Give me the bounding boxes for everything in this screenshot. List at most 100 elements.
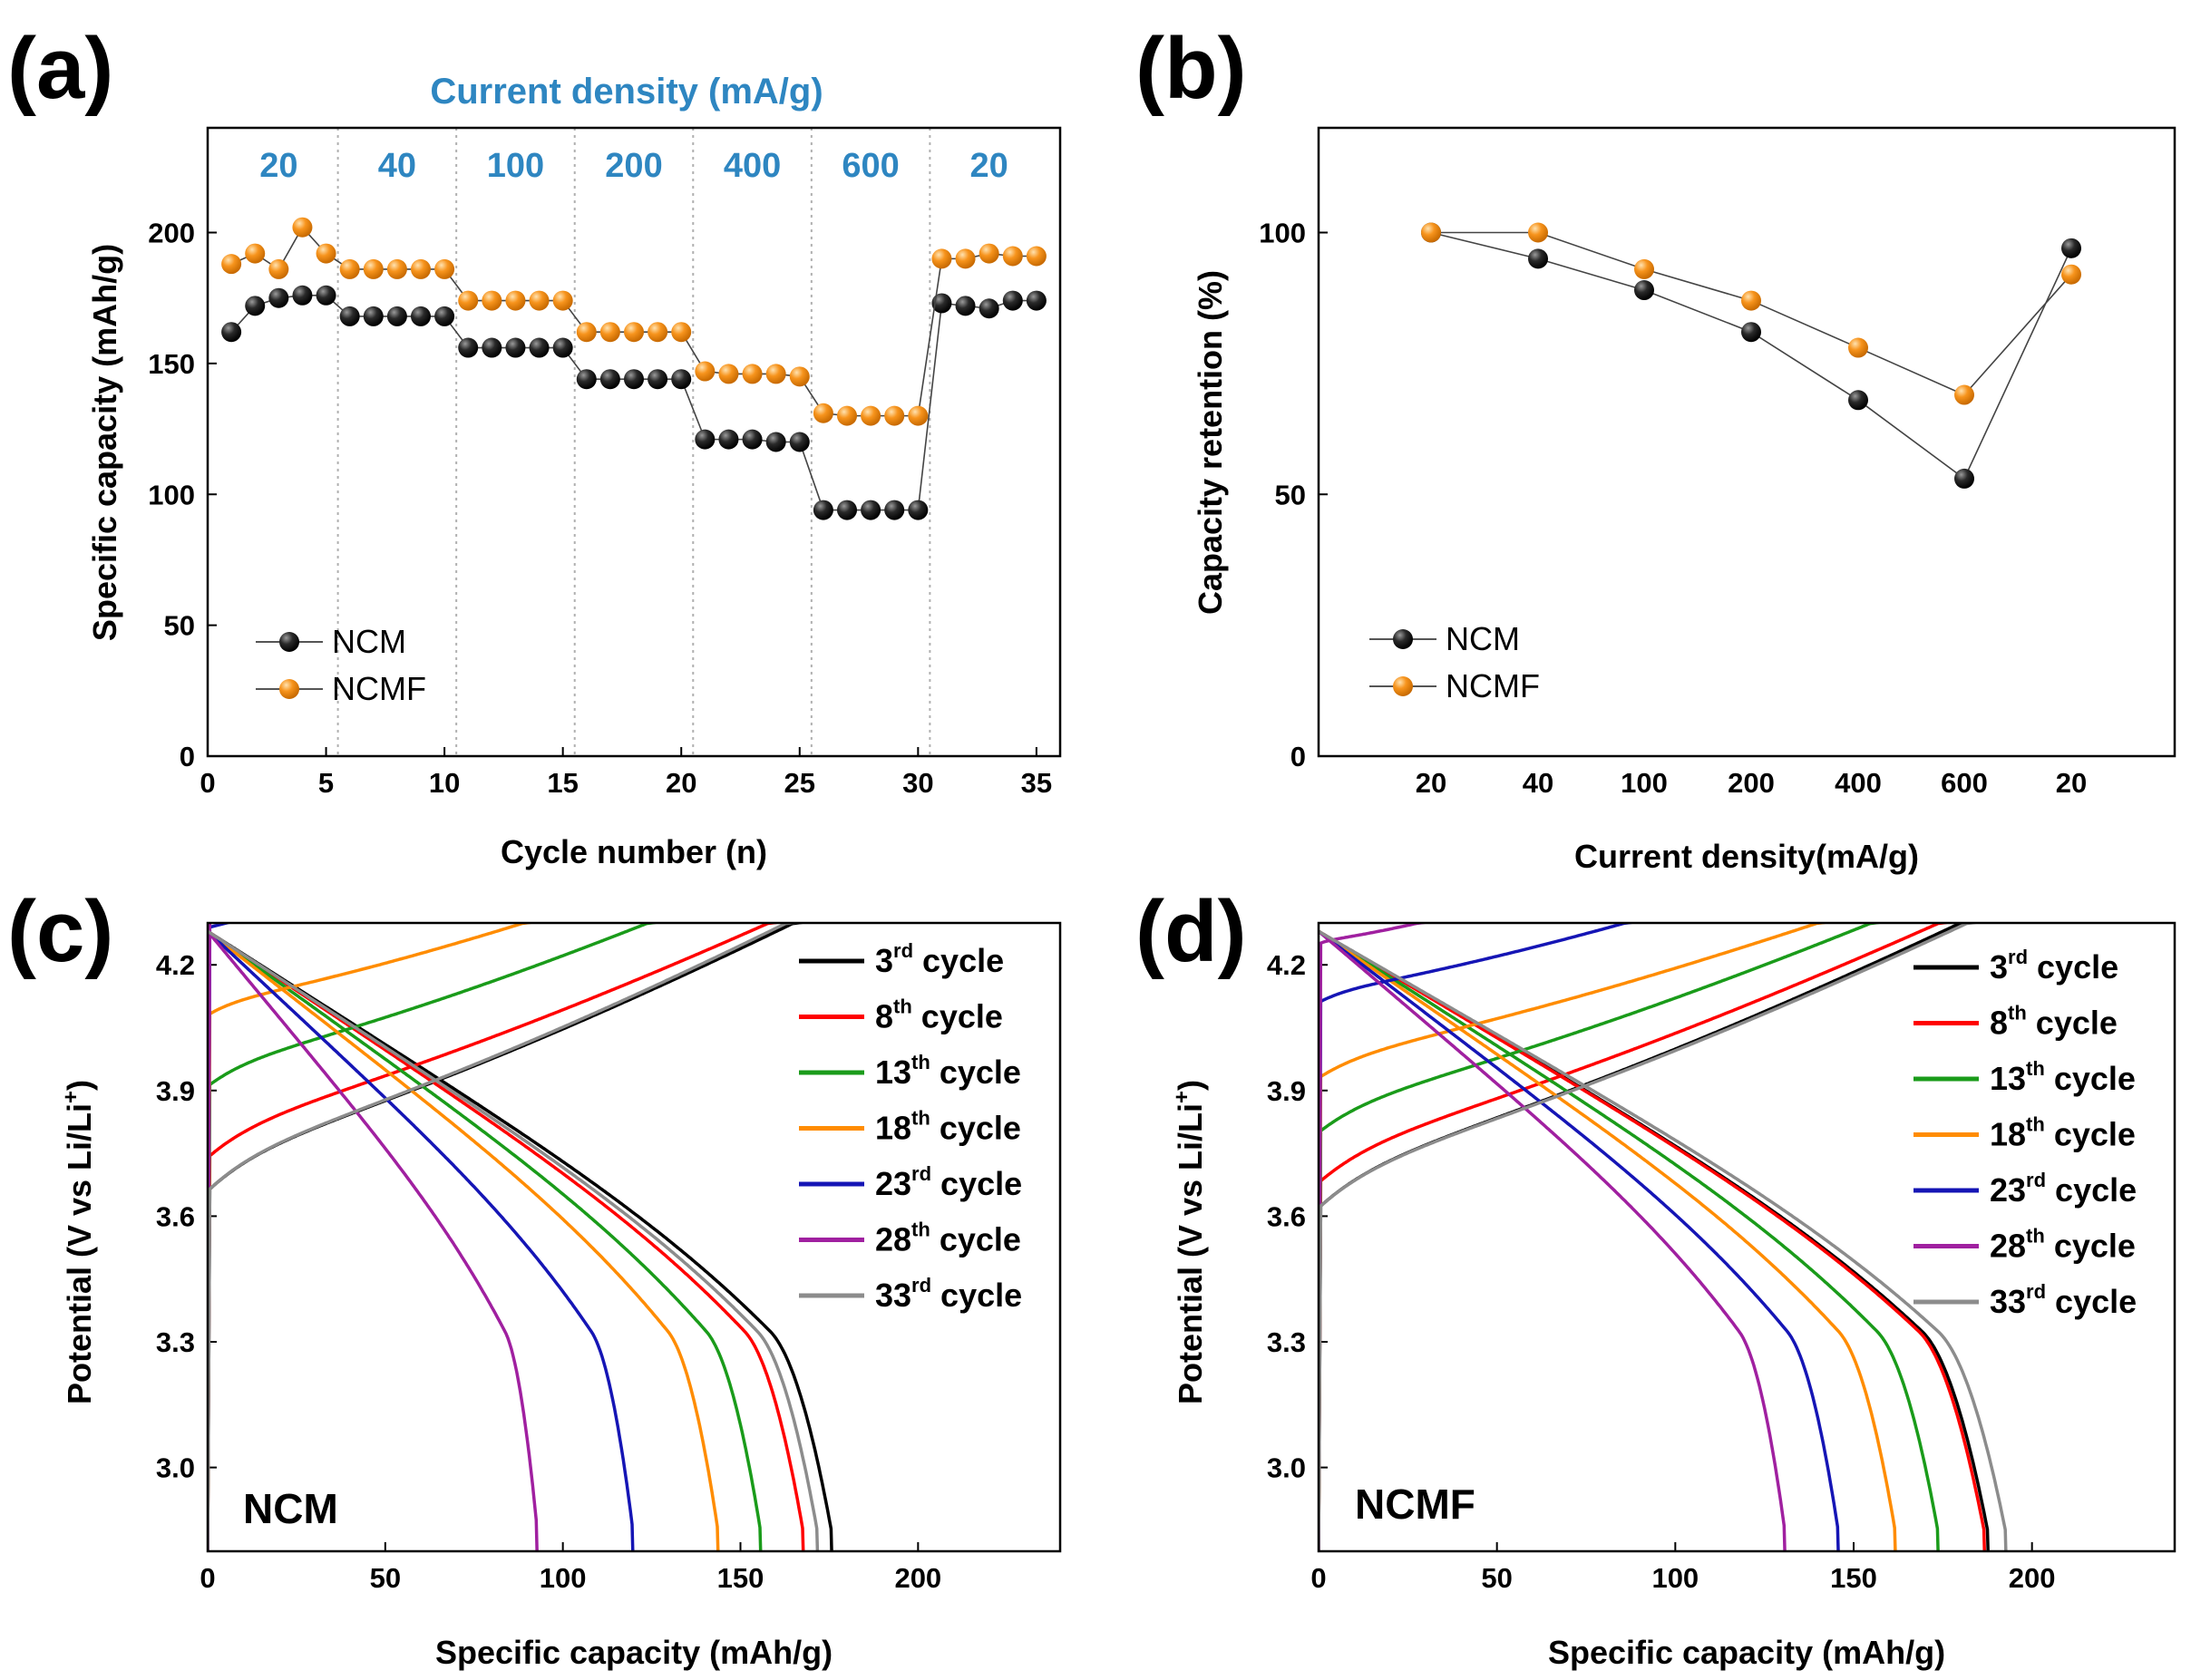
panel-a: (a) Current density (mA/g) 20 40 100 200 400… [7, 20, 1062, 870]
data-point-ncm [1954, 468, 1974, 489]
x-tick-label: 0 [200, 767, 215, 799]
data-point-ncm [789, 432, 810, 452]
charge-curve-cycle-23 [1319, 923, 1641, 1551]
legend-label-cycle-8: 8th cycle [1990, 1002, 2118, 1042]
legend-label-cycle-3: 3rd cycle [1990, 946, 2118, 986]
y-tick-label: 3.3 [156, 1326, 195, 1358]
x-tick-label: 25 [784, 767, 815, 799]
data-point-ncmf [695, 361, 716, 382]
y-tick-label: 100 [148, 479, 195, 510]
panel-b-label: (b) [1135, 20, 1247, 117]
data-point-ncm [363, 306, 384, 326]
data-point-ncm [624, 369, 644, 390]
data-point-ncm [765, 432, 786, 452]
charge-curve-cycle-13 [1319, 923, 1887, 1551]
legend-label-cycle-33: 33rd cycle [875, 1274, 1022, 1314]
data-point-ncm [316, 285, 336, 306]
data-point-ncmf [884, 405, 905, 426]
data-point-ncmf [1002, 246, 1023, 267]
data-point-ncm [1002, 290, 1023, 311]
x-tick-label: 200 [894, 1562, 941, 1594]
data-point-ncmf [648, 322, 668, 343]
y-axis-label-b: Capacity retention (%) [1192, 270, 1229, 615]
charge-curve-cycle-18 [1319, 923, 1834, 1551]
current-density-label: 200 [605, 147, 662, 185]
data-point-ncm [458, 337, 479, 358]
x-axis-label-d: Specific capacity (mAh/g) [1548, 1634, 1945, 1671]
x-tick-label: 15 [547, 767, 578, 799]
y-tick-label: 3.6 [1267, 1200, 1306, 1232]
data-point-ncmf [552, 290, 573, 311]
legend-text: cycle [931, 1165, 1022, 1202]
legend-sup: rd [2026, 1280, 2046, 1303]
data-point-ncm [434, 306, 455, 326]
sample-label-d: NCMF [1355, 1481, 1475, 1528]
y-axis-label-c: Potential (V vs Li/Li+) [59, 1080, 98, 1404]
data-point-ncmf [931, 248, 952, 269]
y-tick-label: 150 [148, 348, 195, 380]
data-point-ncm [1026, 290, 1047, 311]
x-tick-label: 400 [1835, 767, 1882, 799]
x-tick-label: 100 [1651, 1562, 1699, 1594]
x-tick-label: 0 [1310, 1562, 1326, 1594]
data-point-ncm [1634, 280, 1654, 301]
y-axis-label-d-end: ) [1172, 1080, 1209, 1091]
data-point-ncmf [316, 243, 336, 264]
y-tick-label: 200 [148, 218, 195, 249]
plot-frame-c [206, 921, 1062, 1553]
data-point-ncm [979, 298, 999, 319]
discharge-curve-cycle-23 [208, 929, 635, 1551]
x-tick-label: 10 [429, 767, 460, 799]
x-tick-label: 20 [1416, 767, 1446, 799]
legend-label-ncm-b: NCM [1446, 620, 1520, 657]
discharge-curve-cycle-28 [208, 930, 539, 1551]
charge-curve-cycle-18 [208, 923, 540, 1551]
y-tick-label: 0 [180, 741, 195, 772]
data-point-ncmf [789, 366, 810, 387]
legend-label-ncmf: NCMF [332, 670, 426, 707]
legend-num: 8 [875, 998, 893, 1035]
data-point-ncmf [1741, 290, 1761, 311]
discharge-curve-cycle-13 [1319, 929, 1940, 1551]
current-density-label: 20 [970, 147, 1008, 185]
data-point-ncm [813, 500, 833, 520]
x-tick-label: 50 [1481, 1562, 1512, 1594]
data-point-ncm [411, 306, 431, 326]
data-point-ncm [742, 429, 763, 450]
legend-num: 33 [875, 1277, 911, 1314]
x-tick-label: 100 [1621, 767, 1668, 799]
legend-label-cycle-23: 23rd cycle [875, 1162, 1022, 1202]
legend-sup: rd [911, 1162, 931, 1185]
series-line-ncm [1430, 231, 2072, 481]
y-axis-label-a: Specific capacity (mAh/g) [86, 244, 123, 641]
data-point-ncm [529, 337, 550, 358]
x-tick-label: 150 [1830, 1562, 1877, 1594]
y-tick-label: 4.2 [156, 949, 195, 981]
legend-num: 23 [875, 1165, 911, 1202]
data-point-ncmf [671, 322, 692, 343]
y-tick-label: 3.9 [156, 1075, 195, 1107]
plot-frame-b [1317, 126, 2176, 758]
legend-num: 3 [1990, 948, 2008, 986]
legend-b: NCM NCMF [1369, 620, 1540, 704]
data-point-ncmf [1528, 222, 1548, 243]
x-axis-label-b: Current density(mA/g) [1574, 838, 1919, 875]
sample-label-c: NCM [243, 1485, 338, 1532]
data-point-ncm [884, 500, 905, 520]
data-point-ncm [648, 369, 668, 390]
legend-sup: th [893, 995, 912, 1018]
legend-num: 23 [1990, 1171, 2026, 1209]
x-tick-label: 20 [666, 767, 696, 799]
legend-text: cycle [931, 1277, 1022, 1314]
discharge-curve-cycle-8 [1319, 929, 1987, 1551]
current-density-label: 40 [378, 147, 416, 185]
data-point-ncmf [268, 258, 289, 279]
data-point-ncmf [1026, 246, 1047, 267]
panel-d-label: (d) [1135, 883, 1247, 980]
data-point-ncmf [292, 217, 313, 238]
data-point-ncm [1741, 322, 1761, 343]
legend-text: cycle [913, 942, 1004, 979]
legend-label-ncmf-b: NCMF [1446, 667, 1540, 704]
